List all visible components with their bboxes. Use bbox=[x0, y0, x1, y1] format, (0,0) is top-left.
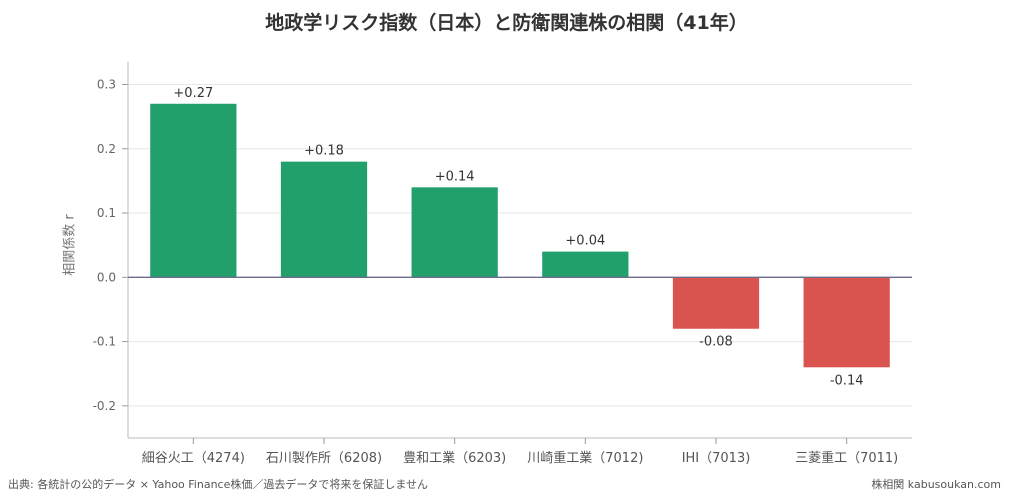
brand-credit: 株相関 kabusoukan.com bbox=[871, 478, 1001, 491]
x-tick-label: 三菱重工（7011) bbox=[795, 450, 898, 466]
y-tick-label: 0.3 bbox=[97, 77, 116, 91]
y-tick-label: 0.1 bbox=[97, 206, 116, 220]
x-tick-label: 川崎重工業（7012) bbox=[527, 450, 643, 466]
bar bbox=[672, 277, 760, 329]
data-label: -0.08 bbox=[699, 335, 733, 350]
x-tick-label: 細谷火工（4274) bbox=[142, 451, 245, 466]
bar bbox=[150, 103, 237, 278]
x-tick-label: IHI（7013) bbox=[682, 451, 751, 466]
bar bbox=[803, 277, 890, 368]
source-note: 出典: 各統計の公的データ × Yahoo Finance株価／過去データで将来… bbox=[8, 478, 429, 491]
bar bbox=[542, 251, 629, 278]
bar-chart: -0.2 -0.1 0.0 0.1 0.2 0.3 +0.27 細谷火工（4274) +0.18… bbox=[93, 62, 912, 466]
chart-title: 地政学リスク指数（日本）と防衛関連株の相関（41年） bbox=[265, 12, 748, 34]
data-label: -0.14 bbox=[830, 373, 864, 388]
y-tick-label: -0.2 bbox=[93, 399, 116, 413]
data-label: +0.14 bbox=[435, 169, 475, 184]
x-tick-label: 石川製作所（6208) bbox=[266, 451, 382, 466]
data-label: +0.18 bbox=[304, 144, 344, 159]
y-tick-label: 0.0 bbox=[97, 270, 116, 284]
data-label: +0.04 bbox=[565, 234, 605, 249]
y-tick-label: -0.1 bbox=[93, 335, 116, 349]
bar bbox=[280, 161, 368, 278]
x-tick-label: 豊和工業（6203) bbox=[403, 450, 506, 466]
y-tick-label: 0.2 bbox=[97, 142, 116, 156]
data-label: +0.27 bbox=[173, 86, 213, 101]
bar bbox=[411, 187, 498, 278]
